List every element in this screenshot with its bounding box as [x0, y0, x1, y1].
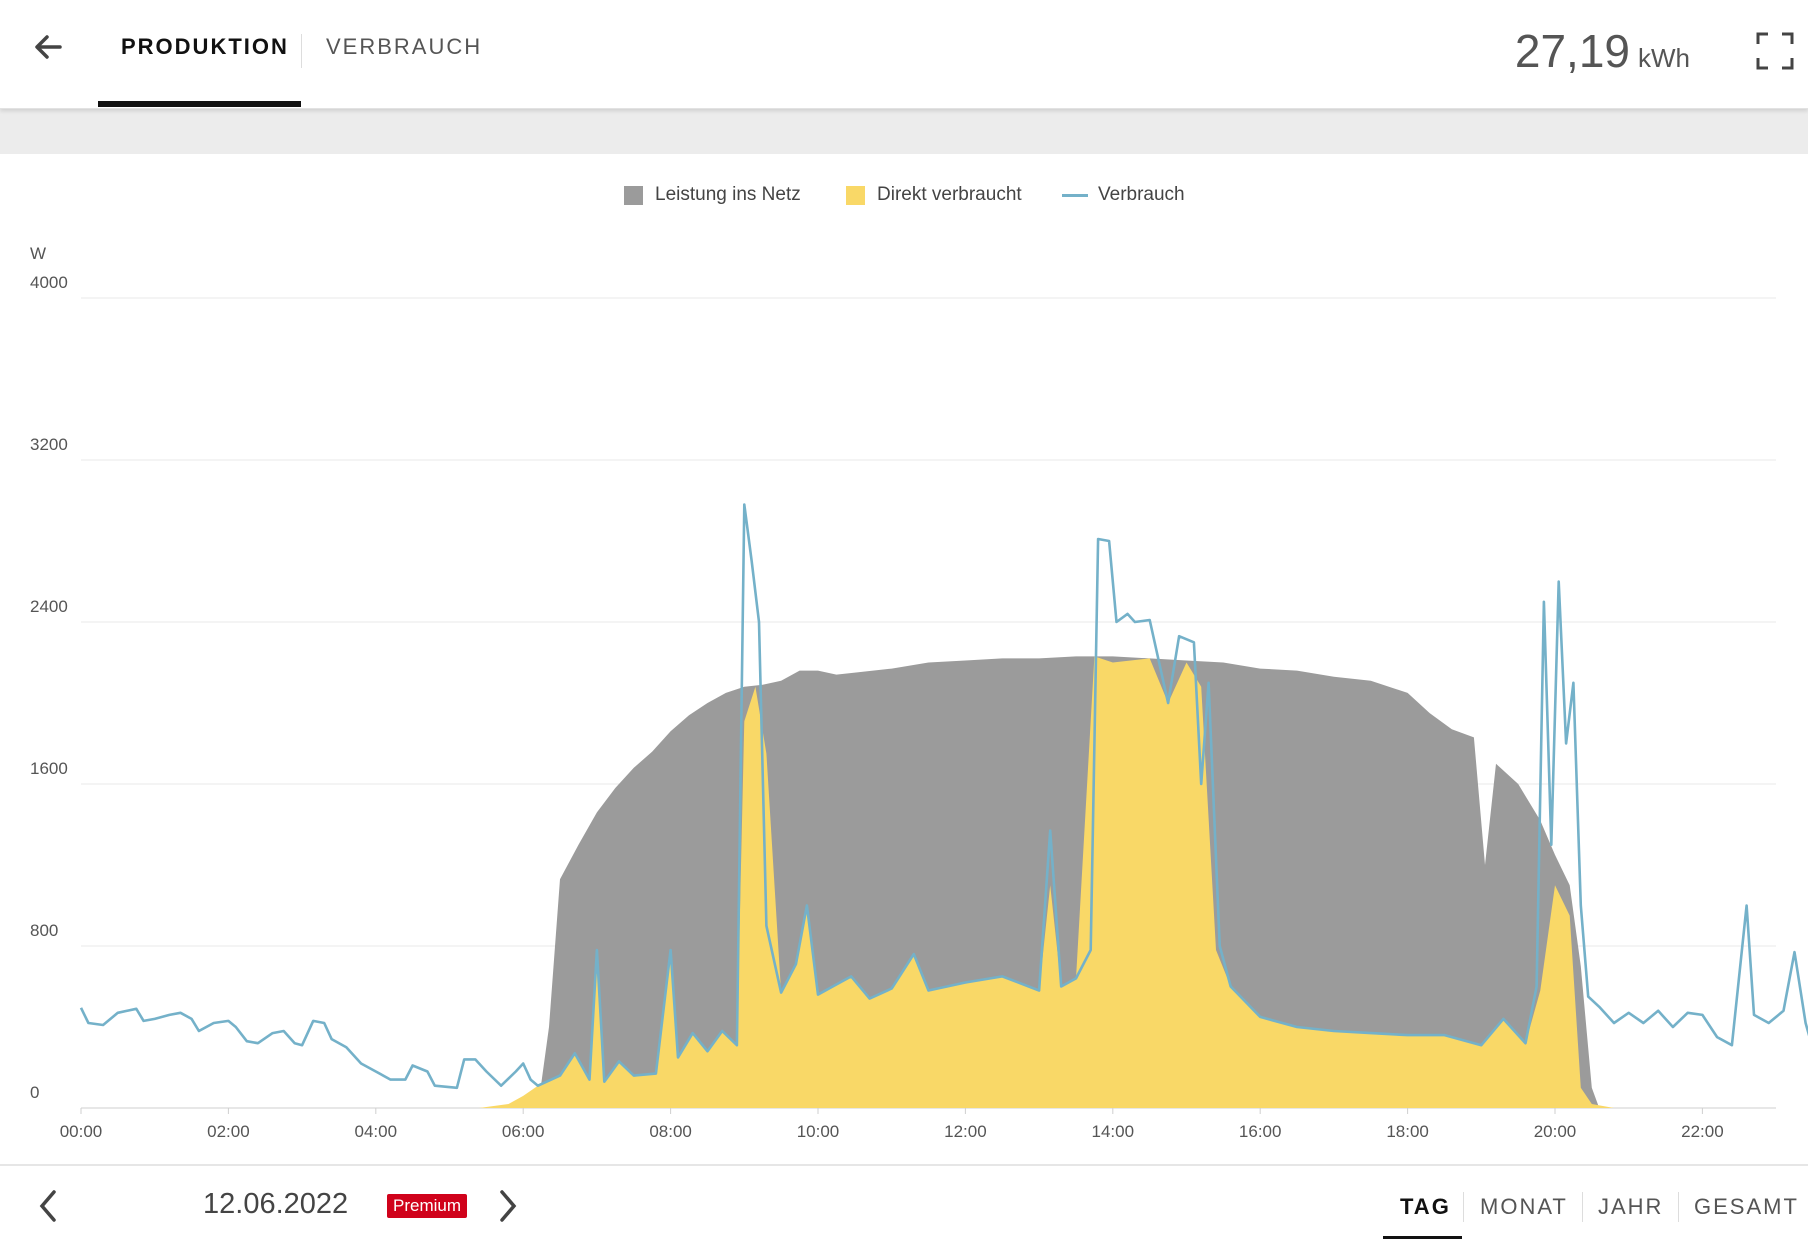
- total-energy-unit: kWh: [1638, 43, 1690, 73]
- y-tick-label: 4000: [30, 273, 68, 292]
- y-tick-label: 0: [30, 1083, 39, 1102]
- x-tick-label: 18:00: [1386, 1122, 1429, 1141]
- legend-item-leistung-ins-netz[interactable]: Leistung ins Netz: [624, 184, 801, 206]
- legend-item-direkt-verbraucht[interactable]: Direkt verbraucht: [846, 184, 1022, 206]
- tab-verbrauch[interactable]: VERBRAUCH: [326, 34, 483, 59]
- y-tick-label: 800: [30, 921, 58, 940]
- x-tick-label: 02:00: [207, 1122, 250, 1141]
- y-axis-unit: W: [30, 244, 46, 263]
- chart-legend: Leistung ins Netz Direkt verbraucht Verb…: [0, 184, 1808, 210]
- series-line-verbrauch: [79, 503, 1808, 1090]
- period-divider: [1582, 1192, 1583, 1222]
- power-chart: W 0 800 1600 2400 3200 4000 00:00 02:00 04:00 06…: [30, 244, 1808, 1141]
- legend-swatch-line: [1062, 193, 1088, 197]
- legend-swatch-yellow: [846, 185, 865, 205]
- x-tick-label: 22:00: [1681, 1122, 1724, 1141]
- chevron-right-icon[interactable]: [490, 1186, 526, 1226]
- x-tick-label: 08:00: [649, 1122, 692, 1141]
- bottom-bar: 12.06.2022 Premium TAG MONAT JAHR GESAMT: [0, 1164, 1808, 1240]
- total-energy-value: 27,19: [1514, 25, 1630, 77]
- period-divider: [1678, 1192, 1679, 1222]
- tab-divider: [301, 34, 302, 68]
- x-tick-label: 16:00: [1239, 1122, 1282, 1141]
- x-tick-label: 06:00: [502, 1122, 545, 1141]
- legend-item-verbrauch[interactable]: Verbrauch: [1062, 184, 1185, 206]
- active-tab-indicator: [98, 101, 301, 107]
- chevron-left-icon[interactable]: [30, 1186, 66, 1226]
- arrow-left-icon[interactable]: [28, 26, 70, 68]
- legend-label: Direkt verbraucht: [877, 184, 1022, 205]
- toolbar-spacer: [0, 108, 1808, 154]
- legend-label: Verbrauch: [1098, 184, 1185, 205]
- x-tick-label: 00:00: [60, 1122, 103, 1141]
- x-tick-label: 10:00: [797, 1122, 840, 1141]
- tab-produktion[interactable]: PRODUKTION: [121, 34, 289, 59]
- total-energy: 27,19 kWh: [1515, 24, 1690, 78]
- x-tick-label: 14:00: [1092, 1122, 1135, 1141]
- premium-badge: Premium: [387, 1194, 468, 1218]
- legend-label: Leistung ins Netz: [655, 184, 801, 205]
- x-tick-label: 04:00: [355, 1122, 398, 1141]
- y-tick-label: 3200: [30, 435, 68, 454]
- x-tick-label: 20:00: [1534, 1122, 1577, 1141]
- period-monat[interactable]: MONAT: [1480, 1194, 1568, 1219]
- x-tick-label: 12:00: [944, 1122, 987, 1141]
- period-gesamt[interactable]: GESAMT: [1694, 1194, 1799, 1219]
- y-tick-label: 1600: [30, 759, 68, 778]
- selected-date[interactable]: 12.06.2022: [203, 1188, 349, 1220]
- fullscreen-icon[interactable]: [1754, 30, 1796, 72]
- y-tick-label: 2400: [30, 597, 68, 616]
- period-tag[interactable]: TAG: [1400, 1194, 1451, 1219]
- period-divider: [1463, 1192, 1464, 1222]
- top-bar: PRODUKTION VERBRAUCH 27,19 kWh: [0, 0, 1808, 109]
- period-jahr[interactable]: JAHR: [1598, 1194, 1664, 1219]
- legend-swatch-grey: [624, 185, 643, 205]
